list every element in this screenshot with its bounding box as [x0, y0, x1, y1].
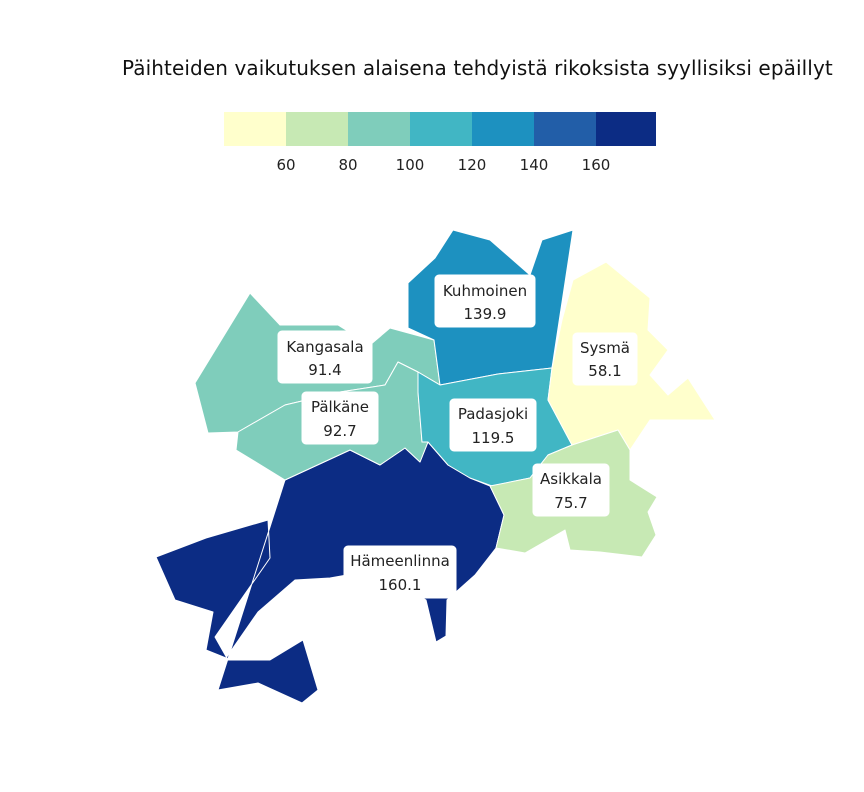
label-name-asikkala: Asikkala: [540, 470, 602, 488]
label-name-palkane: Pälkäne: [311, 398, 369, 416]
label-value-sysma: 58.1: [588, 362, 621, 380]
label-kangasala: Kangasala 91.4: [277, 330, 373, 384]
label-hameenlinna: Hämeenlinna 160.1: [343, 545, 457, 599]
label-name-sysma: Sysmä: [580, 339, 630, 357]
label-kuhmoinen: Kuhmoinen 139.9: [434, 274, 536, 328]
label-name-hameenlinna: Hämeenlinna: [350, 552, 450, 570]
label-box-palkane: [301, 391, 379, 445]
label-padasjoki: Padasjoki 119.5: [449, 398, 537, 452]
label-name-padasjoki: Padasjoki: [458, 405, 528, 423]
label-value-kangasala: 91.4: [308, 361, 341, 379]
label-value-kuhmoinen: 139.9: [464, 305, 507, 323]
label-box-kuhmoinen: [434, 274, 536, 328]
legend-tick-60: 60: [276, 156, 295, 174]
legend-bin-0: [224, 112, 286, 146]
label-value-palkane: 92.7: [323, 422, 356, 440]
legend-bin-3: [410, 112, 472, 146]
map-title: Päihteiden vaikutuksen alaisena tehdyist…: [122, 56, 833, 80]
label-name-kangasala: Kangasala: [286, 338, 363, 356]
label-sysma: Sysmä 58.1: [572, 332, 638, 386]
legend-bin-6: [596, 112, 656, 146]
legend-bin-1: [286, 112, 348, 146]
label-value-asikkala: 75.7: [554, 494, 587, 512]
label-box-asikkala: [532, 463, 610, 517]
region-labels: Kuhmoinen 139.9 Sysmä 58.1 Kangasala 91.…: [277, 274, 638, 599]
label-box-hameenlinna: [343, 545, 457, 599]
label-asikkala: Asikkala 75.7: [532, 463, 610, 517]
legend-bin-4: [472, 112, 534, 146]
legend-tick-100: 100: [396, 156, 425, 174]
legend-bin-2: [348, 112, 410, 146]
legend-tick-160: 160: [582, 156, 611, 174]
legend-tick-140: 140: [520, 156, 549, 174]
label-box-kangasala: [277, 330, 373, 384]
label-value-padasjoki: 119.5: [472, 429, 515, 447]
label-value-hameenlinna: 160.1: [379, 576, 422, 594]
legend-bin-5: [534, 112, 596, 146]
color-legend: 60 80 100 120 140 160: [224, 112, 656, 174]
legend-tick-80: 80: [338, 156, 357, 174]
label-name-kuhmoinen: Kuhmoinen: [443, 282, 527, 300]
label-box-padasjoki: [449, 398, 537, 452]
legend-tick-120: 120: [458, 156, 487, 174]
label-palkane: Pälkäne 92.7: [301, 391, 379, 445]
label-box-sysma: [572, 332, 638, 386]
